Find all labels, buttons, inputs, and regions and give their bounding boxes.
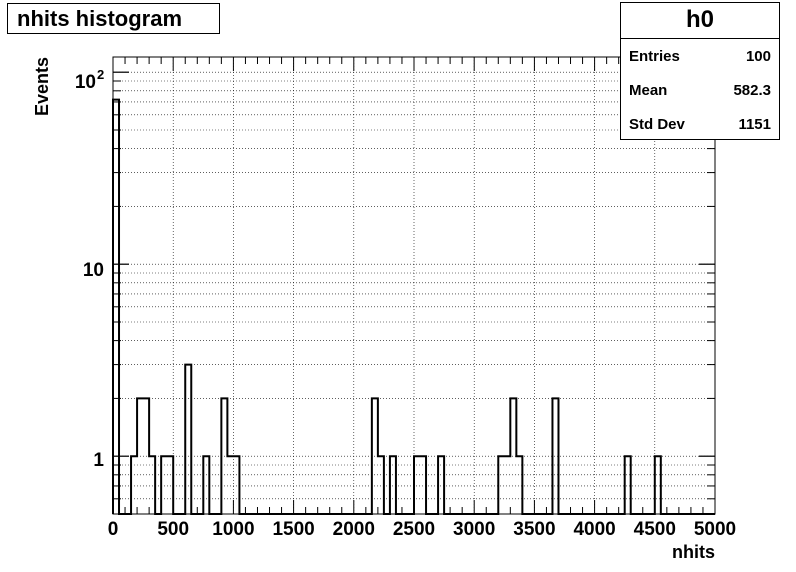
y-tick-label-100-base: 10 (75, 72, 96, 93)
x-tick-label: 3500 (513, 519, 555, 540)
x-tick-label: 500 (157, 519, 189, 540)
y-tick-label-10: 10 (83, 260, 104, 281)
x-tick-labels: 0 500 1000 1500 2000 2500 3000 3500 4000 4500 5000 (108, 519, 736, 540)
chart-title: nhits histogram (7, 3, 220, 34)
x-tick-label: 2500 (393, 519, 435, 540)
x-tick-label: 4000 (573, 519, 615, 540)
x-axis-label: nhits (672, 542, 715, 562)
stats-entries-label: Entries (629, 47, 680, 65)
stats-entries-value: 100 (745, 47, 771, 65)
x-tick-label: 5000 (694, 519, 736, 540)
stats-row-mean: Mean 582.3 (621, 73, 779, 107)
y-tick-label-100-exponent: 2 (97, 67, 104, 82)
stats-histogram-name: h0 (621, 3, 779, 39)
y-axis-label: Events (32, 57, 52, 116)
plot-frame (112, 56, 716, 515)
y-tick-label-1: 1 (93, 450, 104, 471)
x-tick-label: 4500 (634, 519, 676, 540)
stats-mean-value: 582.3 (733, 81, 771, 99)
x-tick-label: 1000 (212, 519, 254, 540)
x-tick-label: 1500 (272, 519, 314, 540)
x-tick-label: 0 (108, 519, 119, 540)
stats-row-stddev: Std Dev 1151 (621, 107, 779, 141)
stats-row-entries: Entries 100 (621, 39, 779, 73)
x-tick-label: 3000 (453, 519, 495, 540)
y-tick-label-100: 10 (75, 72, 96, 93)
stats-mean-label: Mean (629, 81, 668, 99)
stats-stddev-label: Std Dev (629, 115, 685, 133)
x-tick-label: 2000 (333, 519, 375, 540)
stats-stddev-value: 1151 (738, 115, 771, 133)
stats-box: h0 Entries 100 Mean 582.3 Std Dev 1151 (620, 2, 780, 140)
